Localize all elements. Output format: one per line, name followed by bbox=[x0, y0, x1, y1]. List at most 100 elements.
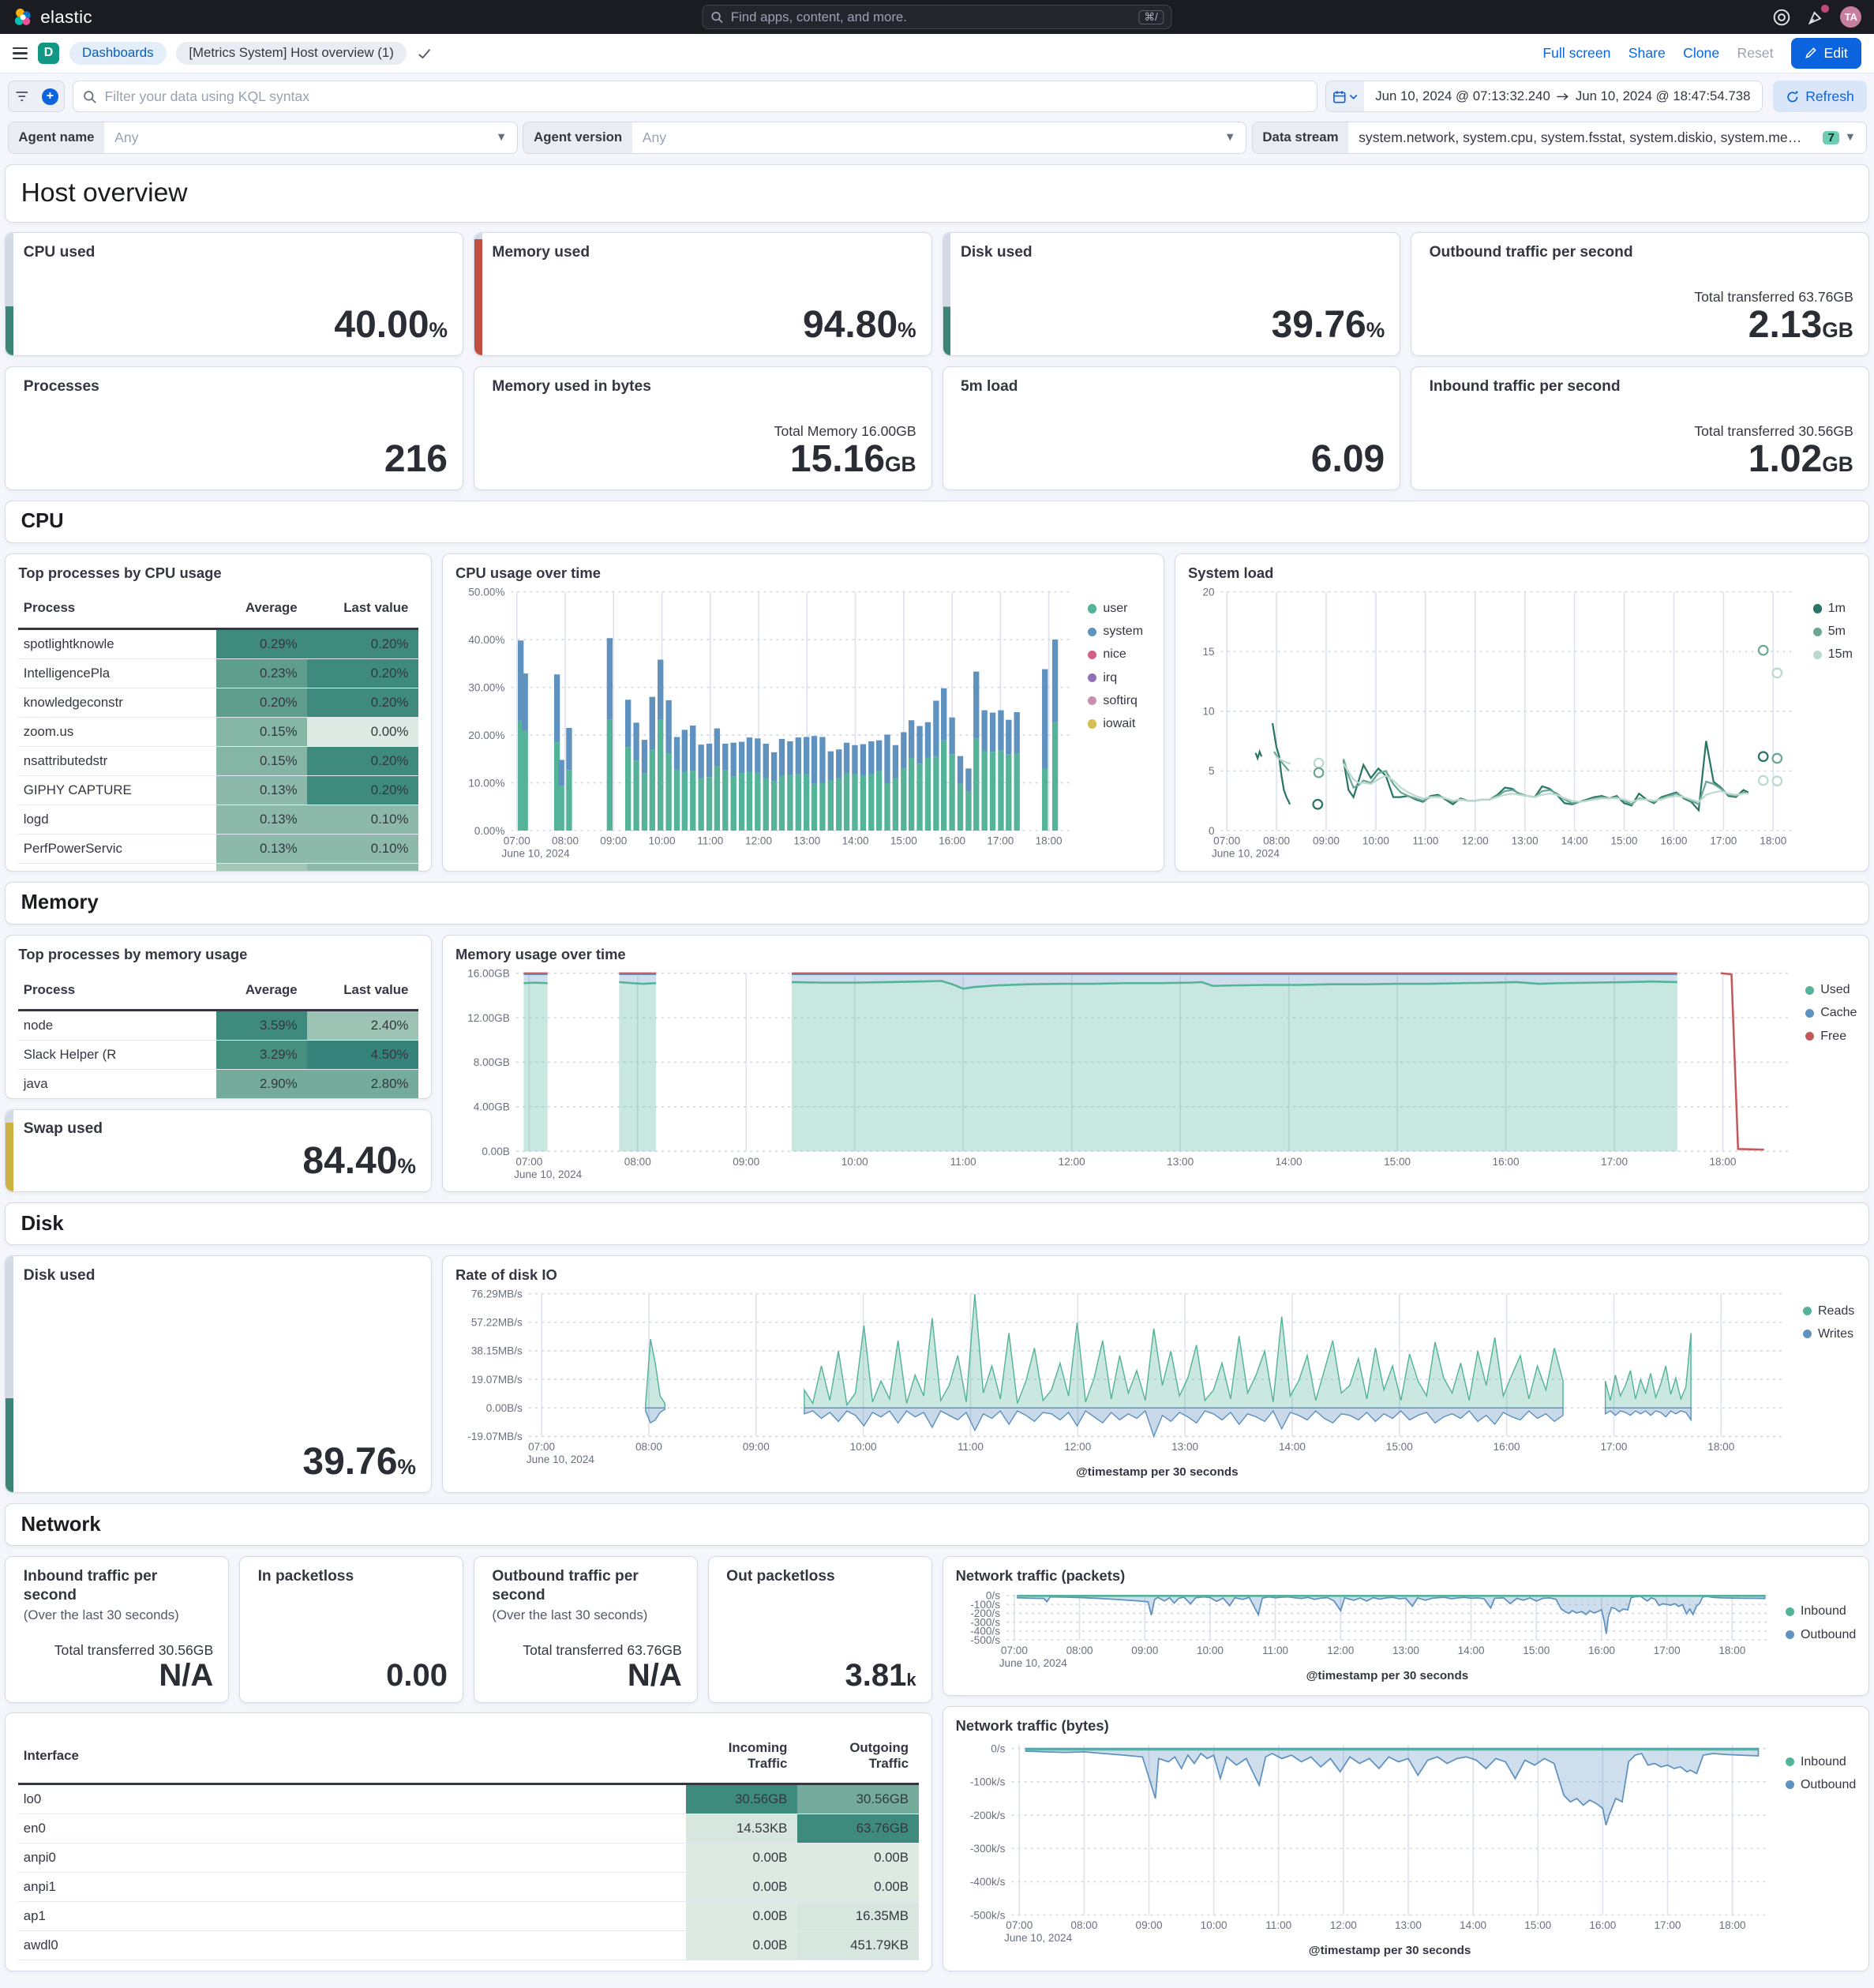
reset-link[interactable]: Reset bbox=[1737, 44, 1774, 61]
metric-tile[interactable]: Out packetloss 3.81k bbox=[707, 1556, 932, 1703]
search-icon bbox=[711, 11, 723, 23]
metric-tile[interactable]: Memory used in bytes Total Memory 16.00GB… bbox=[473, 366, 932, 490]
table-row[interactable]: awdl0 0.00B 451.79KB bbox=[18, 1931, 919, 1961]
table-row[interactable]: PerfPowerServic 0.13% 0.10% bbox=[18, 834, 419, 864]
legend-item[interactable]: softirq bbox=[1088, 694, 1151, 708]
table-row[interactable]: en0 14.53KB 63.76GB bbox=[18, 1814, 919, 1844]
metric-tile[interactable]: CPU used 40.00% bbox=[5, 232, 464, 357]
legend-item[interactable]: Writes bbox=[1802, 1327, 1856, 1341]
svg-text:13:00: 13:00 bbox=[793, 835, 820, 846]
legend-item[interactable]: Free bbox=[1805, 1030, 1856, 1044]
system-load-chart[interactable]: 07:00 08:00 09:00 10:00 11:00 12:00 13:00 14:00… bbox=[1188, 584, 1805, 861]
chart-legend[interactable]: Inbound Outbound bbox=[1778, 1737, 1856, 1960]
metric-tile[interactable]: Outbound traffic per second (Over the las… bbox=[473, 1556, 698, 1703]
legend-item[interactable]: Inbound bbox=[1785, 1755, 1857, 1769]
control-data-stream[interactable]: Data stream system.network, system.cpu, … bbox=[1251, 121, 1867, 155]
table-row[interactable]: anpi1 0.00B 0.00B bbox=[18, 1873, 919, 1903]
metric-tile[interactable]: Inbound traffic per second (Over the last… bbox=[5, 1556, 230, 1703]
legend-item[interactable]: 15m bbox=[1812, 647, 1856, 662]
metric-tile[interactable]: Processes 216 bbox=[5, 366, 464, 490]
table-row[interactable]: anpi0 0.00B 0.00B bbox=[18, 1844, 919, 1874]
metric-tile[interactable]: Disk used 39.76% bbox=[5, 1255, 433, 1494]
table-header: Interface Incoming Traffic Outgoing Traffi… bbox=[18, 1729, 919, 1786]
menu-icon[interactable] bbox=[13, 47, 28, 60]
legend-item[interactable]: user bbox=[1088, 602, 1151, 616]
table-row[interactable]: nsattributedstr 0.15% 0.20% bbox=[18, 746, 419, 776]
dashboard-app-icon[interactable]: D bbox=[37, 42, 60, 65]
metric-tile[interactable]: Swap used 84.40% bbox=[5, 1108, 433, 1193]
calendar-icon[interactable] bbox=[1325, 81, 1364, 112]
control-agent-name[interactable]: Agent name Any ▼ bbox=[7, 121, 518, 155]
tile-secondary-metric: Total transferred 63.76GB bbox=[1694, 288, 1853, 305]
filter-options-icon[interactable] bbox=[9, 81, 36, 111]
date-range-end[interactable]: Jun 10, 2024 @ 18:47:54.738 bbox=[1575, 88, 1751, 104]
tile-secondary-metric: Total transferred 30.56GB bbox=[54, 1641, 214, 1658]
table-row[interactable]: knowledgeconstr 0.20% 0.20% bbox=[18, 688, 419, 718]
kql-filter-input[interactable]: Filter your data using KQL syntax bbox=[72, 81, 1318, 113]
table-row[interactable]: spotlightknowle 0.29% 0.20% bbox=[18, 629, 419, 659]
chart-legend[interactable]: user system nice irq softirq iowait bbox=[1081, 584, 1152, 861]
metric-tile[interactable]: 5m load 6.09 bbox=[942, 366, 1401, 490]
disk-io-chart[interactable]: 07:00 08:00 09:00 10:00 11:00 12:00 13:00 14:00… bbox=[455, 1286, 1795, 1482]
interfaces-table[interactable]: Interface Incoming Traffic Outgoing Traffi… bbox=[18, 1724, 919, 1961]
edit-button[interactable]: Edit bbox=[1790, 38, 1862, 69]
legend-item[interactable]: Reads bbox=[1802, 1304, 1856, 1318]
chart-legend[interactable]: Inbound Outbound bbox=[1778, 1587, 1856, 1686]
legend-item[interactable]: Inbound bbox=[1785, 1604, 1857, 1619]
help-icon[interactable] bbox=[1772, 8, 1791, 27]
notifications-icon[interactable] bbox=[1806, 5, 1829, 27]
cpu-processes-table[interactable]: Process Average Last value spotlightknowle 0… bbox=[18, 584, 419, 871]
table-row[interactable]: mobileassetd0.12%0.10% bbox=[18, 863, 419, 871]
svg-text:57.22MB/s: 57.22MB/s bbox=[471, 1317, 523, 1329]
metric-tile[interactable]: Disk used 39.76% bbox=[942, 232, 1401, 357]
clone-link[interactable]: Clone bbox=[1683, 44, 1720, 61]
metric-tile[interactable]: Outbound traffic per second Total transfe… bbox=[1411, 232, 1869, 357]
control-agent-version[interactable]: Agent version Any ▼ bbox=[523, 121, 1247, 155]
memory-processes-table[interactable]: Process Average Last value node 3.59% 2.40% Sl… bbox=[18, 966, 419, 1098]
section-heading-memory: Memory bbox=[5, 881, 1869, 925]
table-row[interactable]: lo0 30.56GB 30.56GB bbox=[18, 1785, 919, 1815]
legend-item[interactable]: irq bbox=[1088, 671, 1151, 685]
svg-text:-100k/s: -100k/s bbox=[969, 1776, 1005, 1788]
svg-text:50.00%: 50.00% bbox=[468, 586, 504, 598]
legend-item[interactable]: Outbound bbox=[1785, 1628, 1857, 1642]
add-filter-button[interactable]: + bbox=[36, 81, 64, 111]
share-link[interactable]: Share bbox=[1628, 44, 1666, 61]
table-row[interactable]: IntelligencePla 0.23% 0.20% bbox=[18, 658, 419, 688]
legend-item[interactable]: 5m bbox=[1812, 625, 1856, 639]
legend-item[interactable]: system bbox=[1088, 625, 1151, 639]
table-row[interactable]: ap1 0.00B 16.35MB bbox=[18, 1902, 919, 1932]
table-row[interactable]: node 3.59% 2.40% bbox=[18, 1011, 419, 1041]
legend-item[interactable]: iowait bbox=[1088, 717, 1151, 731]
table-row[interactable]: zoom.us 0.15% 0.00% bbox=[18, 717, 419, 747]
avatar[interactable]: TA bbox=[1840, 6, 1862, 28]
metric-tile[interactable]: Inbound traffic per second Total transfer… bbox=[1411, 366, 1869, 490]
metric-tile[interactable]: Memory used 94.80% bbox=[473, 232, 932, 357]
table-row[interactable]: Slack Helper (R 3.29% 4.50% bbox=[18, 1041, 419, 1071]
legend-item[interactable]: nice bbox=[1088, 647, 1151, 662]
metric-tile[interactable]: In packetloss 0.00 bbox=[239, 1556, 464, 1703]
date-range-picker[interactable]: Jun 10, 2024 @ 07:13:32.240 Jun 10, 2024… bbox=[1325, 81, 1763, 113]
chart-legend[interactable]: Reads Writes bbox=[1795, 1286, 1856, 1482]
network-bytes-chart[interactable]: 07:00 08:00 09:00 10:00 11:00 12:00 13:00 14:00… bbox=[956, 1737, 1778, 1960]
table-row[interactable]: logd 0.13% 0.10% bbox=[18, 805, 419, 835]
table-row[interactable]: java 2.90% 2.80% bbox=[18, 1070, 419, 1098]
global-search-input[interactable]: Find apps, content, and more. ⌘/ bbox=[702, 5, 1172, 29]
memory-usage-chart[interactable]: 07:00 08:00 09:00 10:00 11:00 12:00 13:00 14:00… bbox=[455, 966, 1797, 1182]
date-range-start[interactable]: Jun 10, 2024 @ 07:13:32.240 bbox=[1375, 88, 1550, 104]
legend-item[interactable]: Outbound bbox=[1785, 1778, 1857, 1792]
svg-text:14:00: 14:00 bbox=[1460, 1919, 1486, 1931]
legend-item[interactable]: Used bbox=[1805, 983, 1856, 997]
legend-item[interactable]: 1m bbox=[1812, 602, 1856, 616]
legend-item[interactable]: Cache bbox=[1805, 1006, 1857, 1020]
full-screen-link[interactable]: Full screen bbox=[1542, 44, 1611, 61]
table-row[interactable]: GIPHY CAPTURE 0.13% 0.20% bbox=[18, 775, 419, 805]
chart-legend[interactable]: 1m 5m 15m bbox=[1805, 584, 1856, 861]
breadcrumb-current: [Metrics System] Host overview (1) bbox=[176, 42, 407, 65]
chart-legend[interactable]: Used Cache Free bbox=[1797, 966, 1857, 1182]
cpu-usage-chart[interactable]: 07:00 08:00 09:00 10:00 11:00 12:00 13:00 14:00… bbox=[455, 584, 1081, 861]
breadcrumb-dashboards[interactable]: Dashboards bbox=[69, 42, 167, 65]
network-packets-chart[interactable]: 07:00 08:00 09:00 10:00 11:00 12:00 13:00 14:00… bbox=[956, 1587, 1778, 1686]
check-icon[interactable] bbox=[417, 46, 432, 61]
refresh-button[interactable]: Refresh bbox=[1772, 81, 1867, 113]
